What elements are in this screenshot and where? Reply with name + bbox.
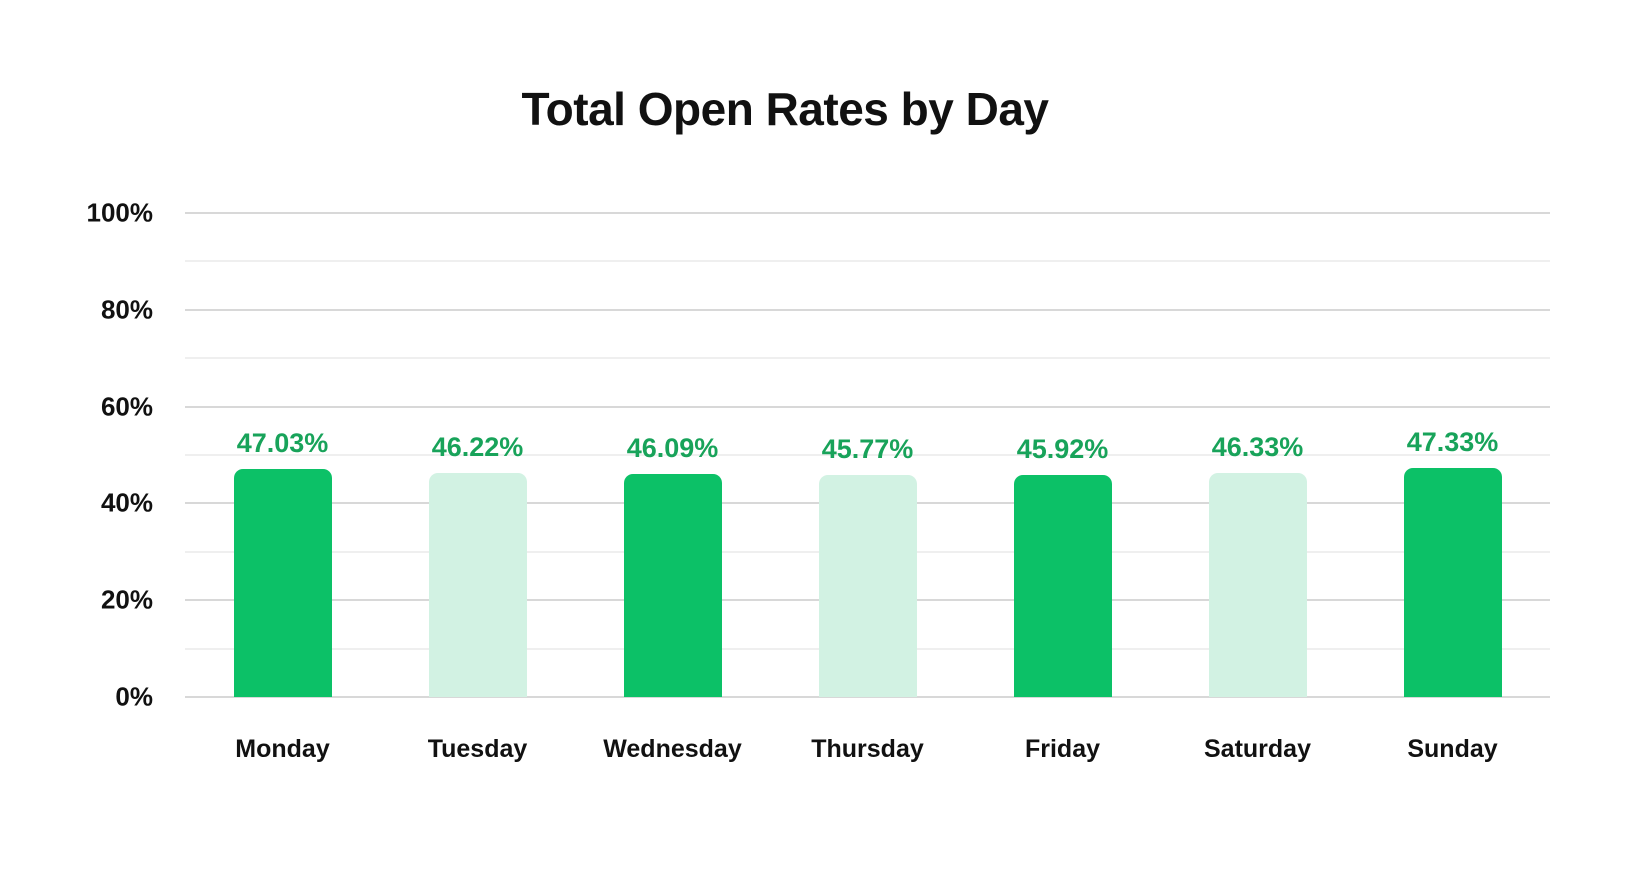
bar-column-saturday: 46.33% Saturday	[1160, 213, 1355, 763]
gridline-90pct	[185, 260, 1550, 263]
plot-area: 0% 20% 40% 60% 80% 100% 47.03% Monday 46.22% Tue…	[87, 198, 1550, 763]
value-label-wednesday: 46.09%	[626, 432, 719, 463]
gridline-0pct	[185, 696, 1550, 698]
x-axis-label-monday: Monday	[235, 735, 330, 763]
x-axis-label-friday: Friday	[1024, 735, 1101, 763]
bar-monday	[233, 469, 332, 697]
y-tick-label-100pct: 100%	[86, 197, 154, 228]
value-label-friday: 45.92%	[1016, 433, 1109, 464]
y-tick-label-0pct: 0%	[115, 681, 153, 712]
gridline-100pct	[185, 212, 1550, 214]
x-axis-label-sunday: Sunday	[1407, 735, 1498, 763]
gridline-60pct	[185, 405, 1550, 408]
gridline-50pct	[185, 454, 1550, 456]
y-tick-label-80pct: 80%	[100, 294, 153, 325]
value-label-saturday: 46.33%	[1211, 431, 1304, 462]
bar-tuesday	[428, 473, 527, 697]
bar-wednesday	[623, 473, 722, 697]
bars-layer: 47.03% Monday 46.22% Tuesday 46.09% Wednesday…	[185, 213, 1550, 763]
chart-title: Total Open Rates by Day	[521, 83, 1049, 135]
bar-column-wednesday: 46.09% Wednesday	[575, 213, 770, 763]
y-tick-label-20pct: 20%	[100, 584, 153, 615]
y-tick-label-40pct: 40%	[100, 487, 153, 518]
x-axis-label-tuesday: Tuesday	[427, 735, 528, 763]
bar-column-monday: 47.03% Monday	[185, 213, 380, 763]
value-label-monday: 47.03%	[236, 428, 329, 459]
x-axis-label-wednesday: Wednesday	[603, 735, 742, 763]
bar-saturday	[1208, 472, 1307, 697]
value-label-thursday: 45.77%	[821, 434, 914, 465]
bar-sunday	[1403, 467, 1502, 697]
x-axis-label-saturday: Saturday	[1204, 735, 1311, 763]
bar-column-thursday: 45.77% Thursday	[770, 213, 965, 763]
bar-column-sunday: 47.33% Sunday	[1355, 213, 1550, 763]
value-label-sunday: 47.33%	[1406, 426, 1499, 457]
y-tick-label-60pct: 60%	[100, 391, 153, 422]
gridline-70pct	[185, 357, 1550, 360]
bar-column-friday: 45.92% Friday	[965, 213, 1160, 763]
bar-column-tuesday: 46.22% Tuesday	[380, 213, 575, 763]
x-axis-label-thursday: Thursday	[811, 735, 924, 763]
value-label-tuesday: 46.22%	[431, 432, 524, 463]
bar-thursday	[818, 475, 917, 697]
gridline-80pct	[185, 308, 1550, 311]
bar-friday	[1013, 474, 1112, 697]
